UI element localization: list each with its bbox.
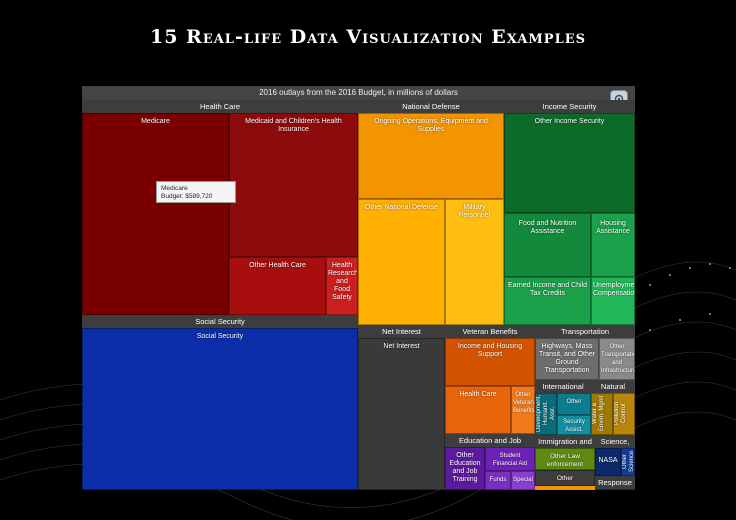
- cell-special[interactable]: Special: [511, 471, 535, 490]
- cell-security-assist[interactable]: Security Assist.: [557, 415, 591, 435]
- tooltip-budget-label: Budget:: [161, 193, 184, 200]
- treemap-chart: 2016 outlays from the 2016 Budget, in mi…: [82, 86, 635, 490]
- cell-other-science[interactable]: Other Science: [621, 448, 635, 476]
- tooltip-budget: Budget: $589,720: [161, 193, 231, 201]
- cell-food-nutrition[interactable]: Food and Nutrition Assistance: [504, 213, 591, 277]
- group-header-transportation[interactable]: Transportation: [535, 325, 635, 338]
- cell-other-national-defense[interactable]: Other National Defense: [358, 199, 445, 325]
- cell-medicare[interactable]: Medicare: [82, 113, 229, 315]
- group-header-natural[interactable]: Natural: [591, 380, 635, 393]
- cell-health-research[interactable]: Health Research and Food Safety: [326, 257, 358, 315]
- cell-pollution[interactable]: Pollution Control: [613, 393, 635, 435]
- cell-vet-income-housing[interactable]: Income and Housing Support: [445, 338, 535, 386]
- group-header-response[interactable]: Response: [595, 476, 635, 489]
- group-header-international[interactable]: International: [535, 380, 591, 393]
- cell-housing-assistance[interactable]: Housing Assistance: [591, 213, 635, 277]
- cell-military-personnel[interactable]: Military Personnel: [445, 199, 504, 325]
- cell-highways[interactable]: Highways, Mass Transit, and Other Ground…: [535, 338, 599, 380]
- group-header-income-security[interactable]: Income Security: [504, 100, 635, 113]
- cell-unemployment[interactable]: Unemployment Compensation: [591, 277, 635, 325]
- cell-edu-other[interactable]: Other Education and Job Training: [445, 447, 485, 490]
- cell-earned-income[interactable]: Earned Income and Child Tax Credits: [504, 277, 591, 325]
- cell-nasa[interactable]: NASA: [595, 448, 621, 476]
- cell-ongoing-operations[interactable]: Ongoing Operations, Equipment and Suppli…: [358, 113, 504, 199]
- cell-vet-other[interactable]: Other Veterans Benefits: [511, 386, 535, 434]
- cell-medicaid[interactable]: Medicaid and Children's Health Insurance: [229, 113, 358, 257]
- group-header-education[interactable]: Education and Job: [445, 434, 535, 447]
- cell-immig-bar[interactable]: [535, 486, 595, 490]
- cell-immig-other[interactable]: Other: [535, 470, 595, 486]
- group-header-immigration[interactable]: Immigration and: [535, 435, 595, 448]
- chart-title: 2016 outlays from the 2016 Budget, in mi…: [82, 86, 635, 100]
- cell-law-enforcement[interactable]: Other Law enforcement: [535, 448, 595, 470]
- cell-social-security[interactable]: Social Security: [82, 328, 358, 490]
- cell-development[interactable]: Development, Humanit. Asst.: [535, 393, 557, 435]
- tooltip-name: Medicare: [161, 185, 188, 192]
- cell-water[interactable]: Water & Envirn. Mgmt: [591, 393, 613, 435]
- group-header-science[interactable]: Science,: [595, 435, 635, 448]
- cell-funds[interactable]: Funds: [485, 471, 511, 490]
- cell-other-transportation[interactable]: Other Transportation and Infrastructure: [599, 338, 635, 380]
- cell-intl-other[interactable]: Other: [557, 393, 591, 415]
- cell-vet-health-care[interactable]: Health Care: [445, 386, 511, 434]
- group-header-veteran-benefits[interactable]: Veteran Benefits: [445, 325, 535, 338]
- cell-other-health-care[interactable]: Other Health Care: [229, 257, 326, 315]
- group-header-national-defense[interactable]: National Defense: [358, 100, 504, 113]
- group-header-social-security[interactable]: Social Security: [82, 315, 358, 328]
- tooltip-medicare: Medicare Budget: $589,720: [156, 181, 236, 203]
- page-heading: 15 Real-life Data Visualization Examples: [149, 26, 587, 48]
- tooltip-budget-value: $589,720: [185, 193, 213, 200]
- group-header-health-care[interactable]: Health Care: [82, 100, 358, 113]
- cell-other-income-security[interactable]: Other Income Security: [504, 113, 635, 213]
- cell-net-interest[interactable]: Net Interest: [358, 338, 445, 490]
- cell-student-aid[interactable]: Student Financial Aid: [485, 447, 535, 471]
- group-header-net-interest[interactable]: Net Interest: [358, 325, 445, 338]
